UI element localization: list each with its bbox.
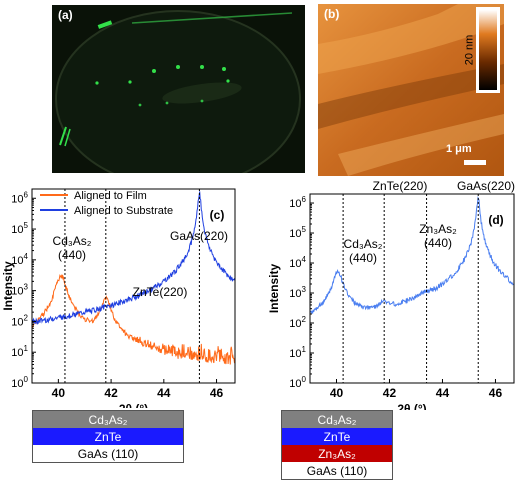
afm-colorbar-label: 20 nm — [463, 34, 476, 66]
afm-image-panel — [318, 4, 504, 176]
y-tick-label: 101 — [289, 345, 306, 360]
y-tick-label: 100 — [11, 375, 28, 390]
xrd-chart-d: 100 101 102 103 104 105 106 40 42 44 46 2θ (°) Inten… — [267, 179, 515, 410]
x-tick-label: 42 — [383, 386, 397, 400]
xrd-series-line — [309, 196, 514, 314]
peak-annotation: Cd₃As₂ — [344, 237, 383, 251]
rheed-pattern-graphic — [52, 5, 305, 188]
legend-entry: Aligned to Substrate — [74, 205, 173, 217]
x-axis-label: 2θ (°) — [119, 402, 148, 408]
y-tick-label: 102 — [289, 315, 306, 330]
layer-gaas: GaAs (110) — [282, 462, 392, 479]
layer-gaas: GaAs (110) — [33, 445, 183, 462]
y-axis-label: Intensity — [1, 261, 15, 311]
y-tick-label: 106 — [289, 195, 306, 210]
x-tick-label: 44 — [157, 386, 171, 400]
y-tick-label: 105 — [289, 225, 306, 240]
x-tick-label: 40 — [330, 386, 344, 400]
peak-annotation: GaAs(220) — [170, 229, 228, 243]
peak-annotation: ZnTe(220) — [373, 179, 428, 193]
plot-frame — [31, 188, 236, 384]
panel-label: (c) — [210, 208, 225, 222]
y-tick-label: 101 — [11, 344, 28, 359]
afm-scale-bar-label: 1 μm — [446, 143, 472, 155]
x-tick-label: 40 — [52, 386, 66, 400]
peak-annotation: GaAs(220) — [457, 179, 515, 193]
x-tick-label: 42 — [104, 386, 118, 400]
layer-cd3as2: Cd₃As₂ — [282, 411, 392, 428]
peak-annotation: Cd₃As₂ — [53, 234, 92, 248]
layer-stack-c: Cd₃As₂ ZnTe GaAs (110) — [32, 410, 184, 463]
y-axis-label: Intensity — [267, 264, 281, 314]
x-axis-label: 2θ (°) — [397, 402, 426, 410]
xrd-series-line — [31, 191, 235, 325]
y-tick-label: 105 — [11, 221, 28, 236]
y-tick-label: 104 — [289, 255, 306, 270]
panel-label: (d) — [488, 213, 503, 227]
layer-stack-d: Cd₃As₂ ZnTe Zn₃As₂ GaAs (110) — [281, 410, 393, 480]
rheed-image-panel — [52, 5, 305, 188]
y-tick-label: 102 — [11, 313, 28, 328]
y-tick-label: 100 — [289, 375, 306, 390]
peak-annotation: (440) — [424, 236, 452, 250]
legend-entry: Aligned to Film — [74, 190, 147, 202]
layer-zn3as2: Zn₃As₂ — [282, 445, 392, 462]
y-tick-label: 103 — [289, 285, 306, 300]
layer-znte: ZnTe — [282, 428, 392, 445]
plot-frame — [309, 193, 515, 384]
x-tick-label: 46 — [210, 386, 224, 400]
layer-cd3as2: Cd₃As₂ — [33, 411, 183, 428]
panel-a-label: (a) — [58, 8, 73, 22]
y-tick-label: 106 — [11, 190, 28, 205]
peak-annotation: ZnTe(220) — [133, 285, 188, 299]
peak-annotation: Zn₃As₂ — [419, 222, 457, 236]
afm-topography-graphic — [318, 4, 504, 176]
xrd-series-line — [31, 273, 235, 365]
panel-b-label: (b) — [324, 7, 340, 21]
peak-annotation: (440) — [349, 251, 377, 265]
peak-annotation: (440) — [58, 248, 86, 262]
x-tick-label: 46 — [489, 386, 503, 400]
x-tick-label: 44 — [436, 386, 450, 400]
layer-znte: ZnTe — [33, 428, 183, 445]
